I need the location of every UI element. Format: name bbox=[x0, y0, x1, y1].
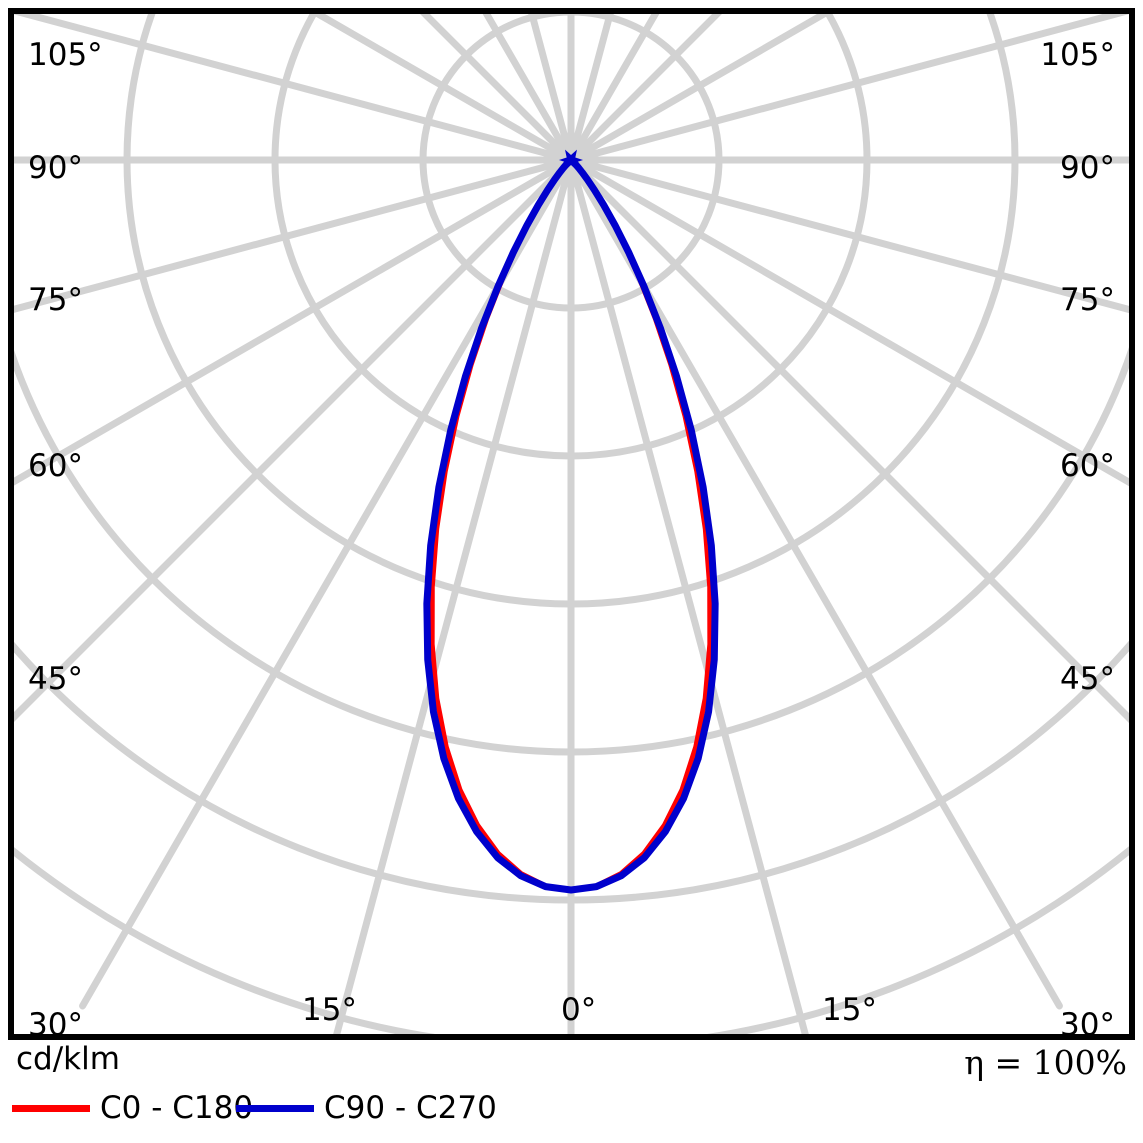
angle-label-bottom-0: 0° bbox=[561, 992, 597, 1028]
angle-label-right-75: 75° bbox=[1060, 282, 1115, 318]
angle-label-bottom-15-right: 15° bbox=[822, 992, 877, 1028]
angle-label-right-105: 105° bbox=[1040, 37, 1115, 73]
angle-label-right-90: 90° bbox=[1060, 150, 1115, 186]
legend-item-c0-c180: C0 - C180 bbox=[12, 1092, 253, 1124]
legend-item-c90-c270: C90 - C270 bbox=[236, 1092, 497, 1124]
legend-label-c90-c270: C90 - C270 bbox=[324, 1089, 497, 1126]
distribution-curves bbox=[423, 156, 719, 894]
polar-grid bbox=[14, 14, 1129, 1034]
angle-label-right-30: 30° bbox=[1060, 1007, 1115, 1040]
legend-label-c0-c180: C0 - C180 bbox=[100, 1089, 254, 1126]
legend-swatch-c90-c270 bbox=[236, 1104, 314, 1112]
legend-swatch-c0-c180 bbox=[12, 1104, 90, 1112]
polar-grid-and-curves bbox=[14, 14, 1129, 1034]
unit-label: cd/klm bbox=[16, 1041, 120, 1077]
curve-c90-c270 bbox=[423, 156, 719, 894]
angle-label-left-90: 90° bbox=[28, 150, 83, 186]
angle-label-left-45: 45° bbox=[28, 661, 83, 697]
angle-label-bottom-15-left: 15° bbox=[302, 992, 357, 1028]
chart-footer: cd/klm η = 100% C0 - C180 C90 - C270 bbox=[0, 1040, 1143, 1143]
polar-chart-frame: 105° 90° 75° 60° 45° 30° 105° 90° 75° 60… bbox=[8, 8, 1135, 1040]
angle-label-left-105: 105° bbox=[28, 37, 103, 73]
angle-label-left-60: 60° bbox=[28, 448, 83, 484]
peak-marker bbox=[559, 149, 583, 171]
angle-label-left-75: 75° bbox=[28, 282, 83, 318]
angle-label-right-60: 60° bbox=[1060, 448, 1115, 484]
efficiency-label: η = 100% bbox=[964, 1043, 1127, 1082]
angle-label-left-30: 30° bbox=[28, 1007, 83, 1040]
angle-label-right-45: 45° bbox=[1060, 661, 1115, 697]
